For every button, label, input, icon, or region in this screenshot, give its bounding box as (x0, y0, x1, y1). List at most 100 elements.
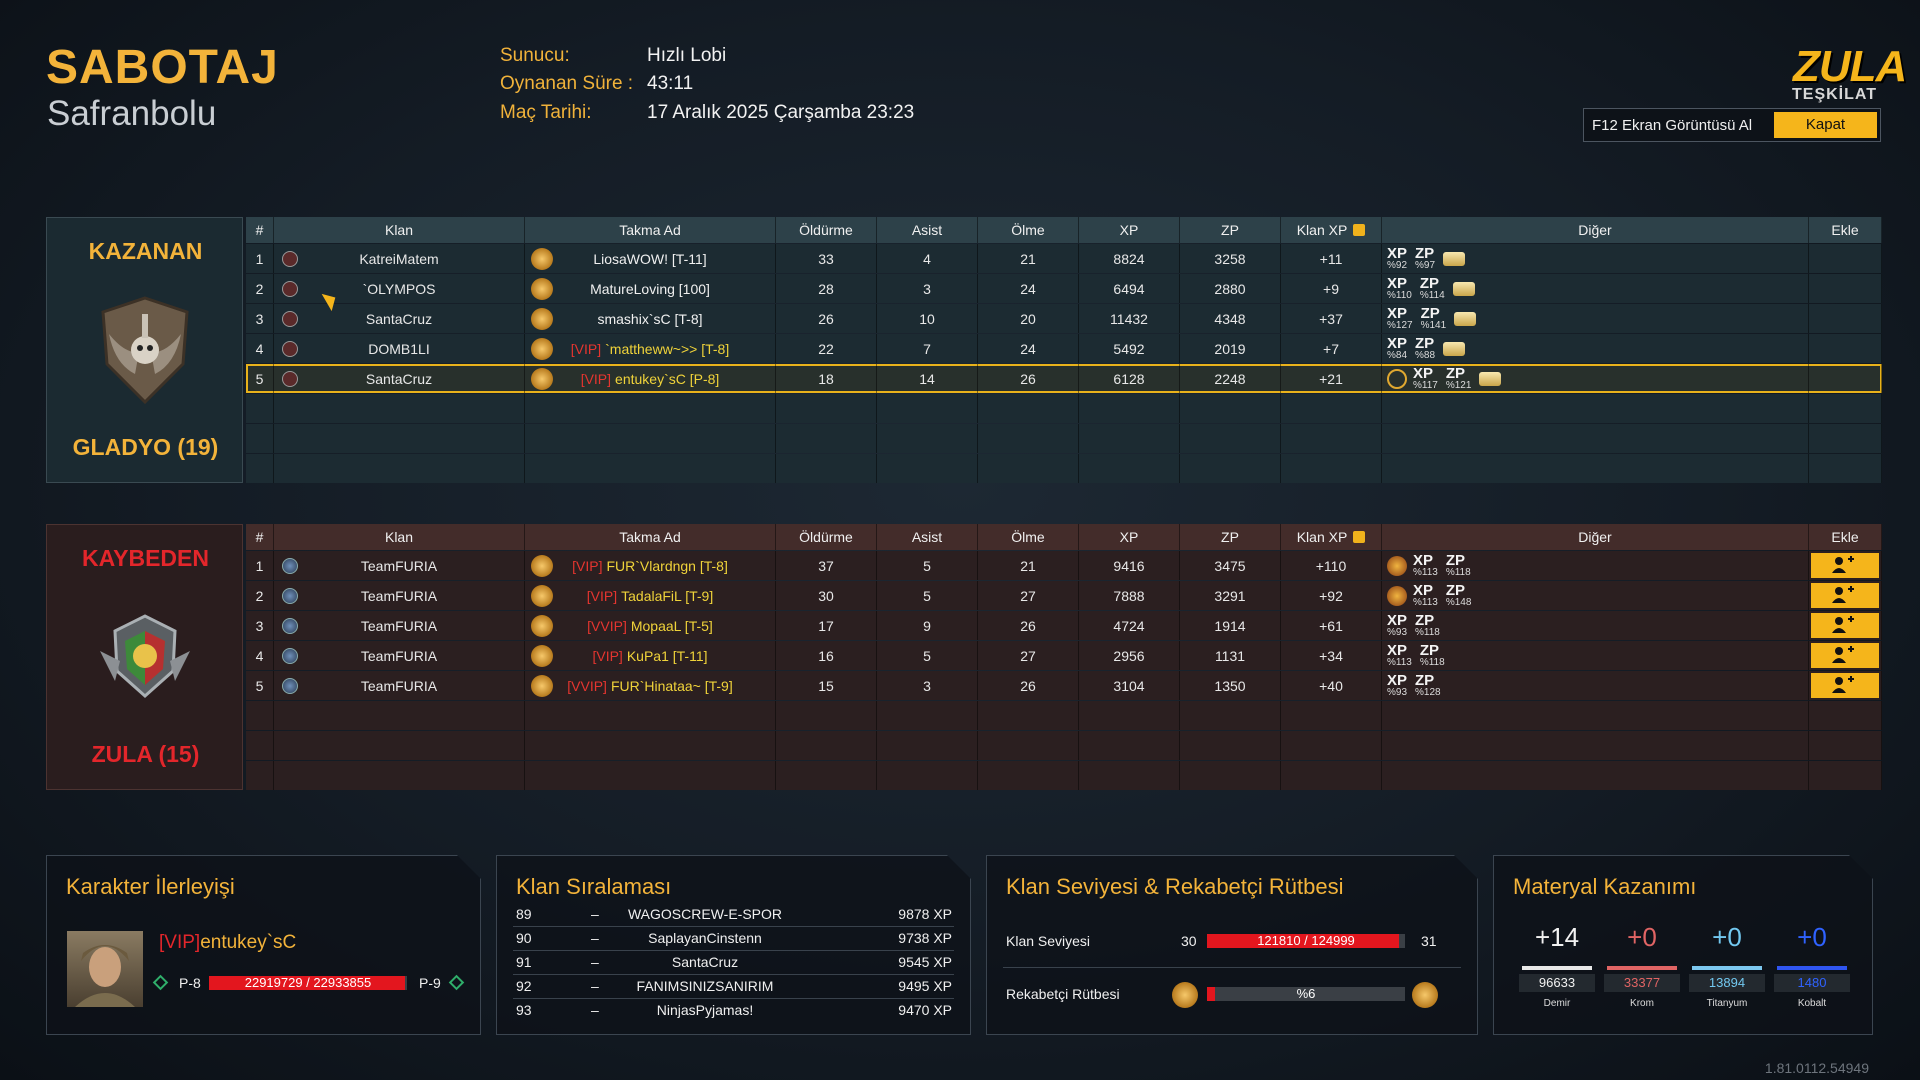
cell-value: 5 (255, 677, 264, 694)
player-row: 5 SantaCruz [VIP] entukey`sC [P-8] 18 14 26 612… (246, 364, 1882, 393)
table-cell (1281, 701, 1382, 730)
bonus-label: XP (1387, 335, 1408, 352)
cell-value: KatreiMatem (359, 250, 439, 267)
stars-icon (1454, 311, 1477, 326)
cell-value: 21 (1020, 557, 1036, 574)
table-cell: 4348 (1180, 304, 1281, 333)
add-friend-icon (1832, 586, 1854, 603)
player-row: 2 `OLYMPOS MatureLoving [100] 28 3 24 6494 2880… (246, 274, 1882, 303)
player-row: 1 TeamFURIA [VIP] FUR`Vlardngn [T-8] 37 5 21 94… (246, 551, 1882, 580)
empty-row (246, 731, 1882, 760)
name: entukey`sC (200, 932, 297, 953)
rank-change: – (591, 930, 599, 946)
table-cell: 1131 (1180, 641, 1281, 670)
rank-bar: %6 (1207, 987, 1405, 1001)
bonus-label: XP (1387, 642, 1408, 659)
table-cell: 18 (776, 364, 877, 393)
material-gain: +0 (1627, 922, 1657, 952)
cell-value: 2956 (1113, 647, 1145, 664)
clan-icon (282, 281, 298, 297)
cell-value: 7888 (1113, 587, 1145, 604)
clan-xp: 9878 XP (898, 906, 952, 922)
add-friend-button[interactable] (1811, 553, 1879, 578)
table-cell: TeamFURIA (274, 581, 525, 610)
bonus: ZP %97 (1415, 246, 1435, 271)
table-cell (1809, 364, 1882, 393)
add-friend-button[interactable] (1811, 673, 1879, 698)
nickname: entukey`sC [P-8] (615, 370, 720, 387)
table-cell: 2880 (1180, 274, 1281, 303)
table-cell: SantaCruz (274, 364, 525, 393)
bonus: ZP %118 (1415, 613, 1440, 638)
table-cell: 8824 (1079, 244, 1180, 273)
cell-value: 2019 (1214, 340, 1246, 357)
bonus-value: %118 (1415, 627, 1440, 638)
add-friend-button[interactable] (1811, 643, 1879, 668)
table-cell: 22 (776, 334, 877, 363)
material-total: 33377 (1604, 974, 1680, 992)
table-cell (1809, 641, 1882, 670)
table-cell: KatreiMatem (274, 244, 525, 273)
material-line (1522, 966, 1592, 970)
table-cell (1281, 761, 1382, 790)
add-friend-button[interactable] (1811, 583, 1879, 608)
table-cell (1809, 334, 1882, 363)
bonus-value: %93 (1387, 687, 1408, 698)
column-title: Diğer (1578, 529, 1612, 545)
nickname: LiosaWOW! [T-11] (593, 250, 707, 267)
table-cell: 26 (978, 611, 1079, 640)
table-cell (978, 394, 1079, 423)
team-name: GLADYO (19) (72, 434, 219, 460)
table-cell: TeamFURIA (274, 551, 525, 580)
team-panel: KAZANAN GLADYO (19) (46, 217, 243, 483)
table-cell (1809, 701, 1882, 730)
screenshot-button[interactable]: F12 Ekran Görüntüsü Al (1592, 117, 1753, 134)
table-cell (1079, 731, 1180, 760)
column-header: Klan (274, 217, 525, 243)
table-cell: 7888 (1079, 581, 1180, 610)
table-cell: LiosaWOW! [T-11] (525, 244, 776, 273)
rank-badge (531, 248, 553, 270)
nickname: KuPa1 [T-11] (626, 647, 708, 664)
clan-name: FANIMSINIZSANIRIM (636, 978, 774, 994)
table-cell: 10 (877, 304, 978, 333)
logo-sub: TEŞKİLAT (1792, 86, 1878, 103)
row-divider (513, 998, 954, 999)
cell-value: 21 (1020, 250, 1036, 267)
nickname: MopaaL [T-5] (630, 617, 713, 634)
table-cell: 1 (246, 244, 274, 273)
cell-value: +7 (1323, 340, 1339, 357)
rank-label: Rekabetçi Rütbesi (1006, 986, 1120, 1002)
add-friend-icon (1832, 646, 1854, 663)
cell-value: 27 (1020, 587, 1036, 604)
cell-value: TeamFURIA (360, 587, 438, 604)
cell-value: 5 (923, 587, 931, 604)
table-cell (776, 394, 877, 423)
clan-name: SantaCruz (671, 954, 739, 970)
material-gain: +0 (1712, 922, 1742, 952)
cell-value: 3104 (1113, 677, 1145, 694)
map-name: Safranbolu (47, 94, 217, 133)
bonus: ZP %128 (1415, 673, 1441, 698)
bonus-value: %97 (1415, 260, 1436, 271)
player-name: [VIP]entukey`sC (159, 932, 296, 954)
add-friend-button[interactable] (1811, 613, 1879, 638)
table-cell: 17 (776, 611, 877, 640)
rank-number: 89 (516, 906, 532, 922)
cell-value: 4348 (1214, 310, 1246, 327)
table-cell (274, 701, 525, 730)
column-title: Takma Ad (619, 222, 681, 238)
level-label: Klan Seviyesi (1006, 933, 1091, 949)
rank-badge (531, 308, 553, 330)
cell-value: 5 (923, 557, 931, 574)
info-value: 43:11 (647, 73, 694, 94)
table-cell (1281, 731, 1382, 760)
empty-row (246, 424, 1882, 453)
table-cell (978, 701, 1079, 730)
table-cell (525, 454, 776, 483)
close-button[interactable]: Kapat (1774, 112, 1877, 138)
table-cell (1180, 701, 1281, 730)
table-cell: 3 (877, 671, 978, 700)
table-cell (1382, 454, 1809, 483)
